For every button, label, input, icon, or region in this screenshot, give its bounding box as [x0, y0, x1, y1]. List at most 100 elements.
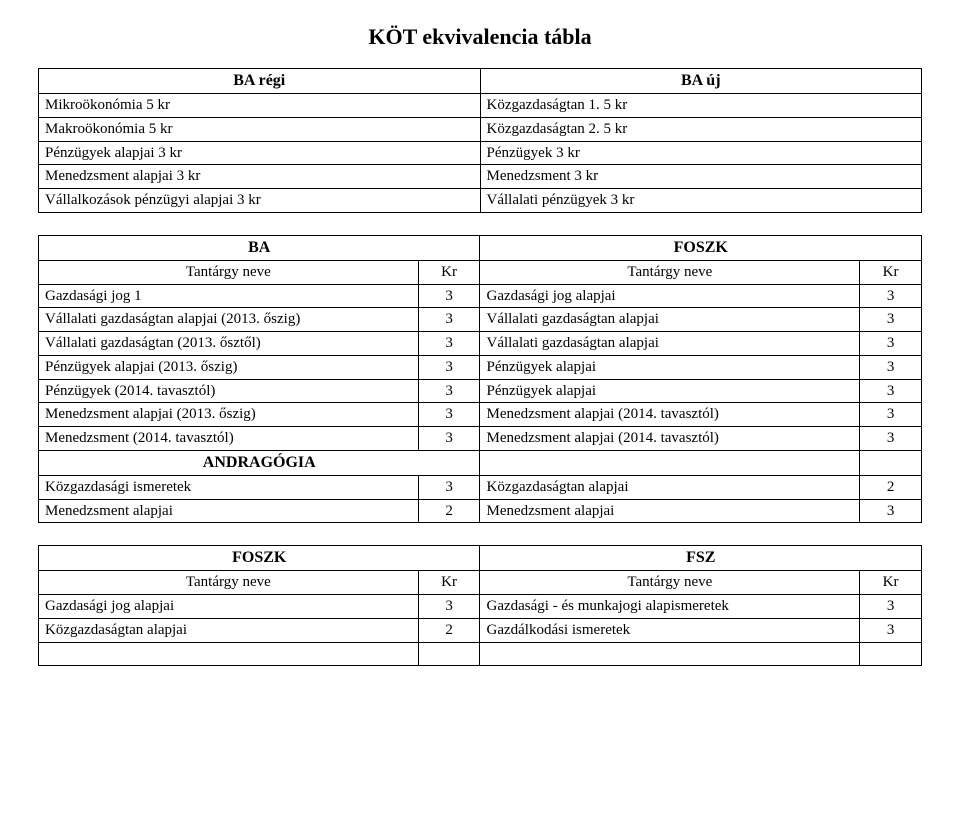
- table-ba-regi-uj: BA régi BA új Mikroökonómia 5 krKözgazda…: [38, 68, 922, 213]
- table-row: Makroökonómia 5 krKözgazdaságtan 2. 5 kr: [39, 117, 922, 141]
- cell-left-kr: 3: [418, 475, 480, 499]
- table-row: Vállalkozások pénzügyi alapjai 3 krVálla…: [39, 189, 922, 213]
- table-row: Mikroökonómia 5 krKözgazdaságtan 1. 5 kr: [39, 94, 922, 118]
- cell-left-kr: 3: [418, 403, 480, 427]
- cell-left: Menedzsment alapjai 3 kr: [39, 165, 481, 189]
- col-label-kr: Kr: [418, 571, 480, 595]
- table-row: Pénzügyek alapjai 3 krPénzügyek 3 kr: [39, 141, 922, 165]
- cell-left-kr: 3: [418, 308, 480, 332]
- table-row-empty: [39, 642, 922, 666]
- table-header-row: BA FOSZK: [39, 235, 922, 260]
- cell-left-name: Menedzsment (2014. tavasztól): [39, 427, 419, 451]
- cell-left-name: Vállalati gazdaságtan (2013. ősztől): [39, 332, 419, 356]
- cell-right-name: Gazdálkodási ismeretek: [480, 618, 860, 642]
- cell-right-name: Menedzsment alapjai: [480, 499, 860, 523]
- cell-left-kr: 3: [418, 595, 480, 619]
- cell-left: Makroökonómia 5 kr: [39, 117, 481, 141]
- table-row: Vállalati gazdaságtan alapjai (2013. ősz…: [39, 308, 922, 332]
- andragogia-label: ANDRAGÓGIA: [39, 450, 480, 475]
- cell-left-name: Közgazdaságtan alapjai: [39, 618, 419, 642]
- cell-right-kr: 3: [860, 403, 922, 427]
- cell-left: Vállalkozások pénzügyi alapjai 3 kr: [39, 189, 481, 213]
- empty-cell: [860, 642, 922, 666]
- cell-left-name: Pénzügyek (2014. tavasztól): [39, 379, 419, 403]
- col-header-right: FSZ: [480, 546, 922, 571]
- table-row: Menedzsment (2014. tavasztól)3Menedzsmen…: [39, 427, 922, 451]
- andragogia-row: ANDRAGÓGIA: [39, 450, 922, 475]
- cell-left-name: Vállalati gazdaságtan alapjai (2013. ősz…: [39, 308, 419, 332]
- table-row: Gazdasági jog 13Gazdasági jog alapjai3: [39, 284, 922, 308]
- cell-left-name: Közgazdasági ismeretek: [39, 475, 419, 499]
- col-label-kr: Kr: [860, 260, 922, 284]
- cell-right-name: Pénzügyek alapjai: [480, 355, 860, 379]
- col-header-right: BA új: [480, 69, 922, 94]
- cell-right-kr: 3: [860, 332, 922, 356]
- table-ba-foszk: BA FOSZK Tantárgy neve Kr Tantárgy neve …: [38, 235, 922, 524]
- cell-right-kr: 3: [860, 595, 922, 619]
- cell-right-kr: 3: [860, 379, 922, 403]
- table-subheader-row: Tantárgy neve Kr Tantárgy neve Kr: [39, 260, 922, 284]
- col-label-name: Tantárgy neve: [480, 260, 860, 284]
- cell-right-kr: 3: [860, 499, 922, 523]
- cell-left-name: Gazdasági jog alapjai: [39, 595, 419, 619]
- col-header-right: FOSZK: [480, 235, 922, 260]
- cell-left-kr: 3: [418, 427, 480, 451]
- cell-right: Menedzsment 3 kr: [480, 165, 922, 189]
- table-row: Közgazdasági ismeretek3Közgazdaságtan al…: [39, 475, 922, 499]
- cell-left-name: Menedzsment alapjai (2013. őszig): [39, 403, 419, 427]
- cell-right: Közgazdaságtan 2. 5 kr: [480, 117, 922, 141]
- table-row: Menedzsment alapjai2Menedzsment alapjai3: [39, 499, 922, 523]
- cell-left-kr: 3: [418, 284, 480, 308]
- cell-left-kr: 3: [418, 379, 480, 403]
- empty-cell: [480, 450, 860, 475]
- col-header-left: BA: [39, 235, 480, 260]
- col-header-left: BA régi: [39, 69, 481, 94]
- cell-right-name: Vállalati gazdaságtan alapjai: [480, 332, 860, 356]
- table-row: Menedzsment alapjai 3 krMenedzsment 3 kr: [39, 165, 922, 189]
- col-label-name: Tantárgy neve: [480, 571, 860, 595]
- cell-right-name: Menedzsment alapjai (2014. tavasztól): [480, 403, 860, 427]
- table-row: Gazdasági jog alapjai3Gazdasági - és mun…: [39, 595, 922, 619]
- cell-left-name: Menedzsment alapjai: [39, 499, 419, 523]
- cell-right-kr: 3: [860, 618, 922, 642]
- col-label-kr: Kr: [418, 260, 480, 284]
- table-row: Pénzügyek alapjai (2013. őszig)3Pénzügye…: [39, 355, 922, 379]
- cell-right: Vállalati pénzügyek 3 kr: [480, 189, 922, 213]
- table-row: Vállalati gazdaságtan (2013. ősztől)3Vál…: [39, 332, 922, 356]
- cell-right-kr: 2: [860, 475, 922, 499]
- table-row: Pénzügyek (2014. tavasztól)3Pénzügyek al…: [39, 379, 922, 403]
- empty-cell: [418, 642, 480, 666]
- cell-right-kr: 3: [860, 355, 922, 379]
- cell-right: Pénzügyek 3 kr: [480, 141, 922, 165]
- cell-right-name: Vállalati gazdaságtan alapjai: [480, 308, 860, 332]
- col-label-kr: Kr: [860, 571, 922, 595]
- cell-right-kr: 3: [860, 308, 922, 332]
- cell-left-name: Pénzügyek alapjai (2013. őszig): [39, 355, 419, 379]
- empty-cell: [480, 642, 860, 666]
- cell-left-kr: 2: [418, 618, 480, 642]
- cell-right-kr: 3: [860, 427, 922, 451]
- table-header-row: BA régi BA új: [39, 69, 922, 94]
- page-title: KÖT ekvivalencia tábla: [38, 24, 922, 50]
- table-row: Közgazdaságtan alapjai2Gazdálkodási isme…: [39, 618, 922, 642]
- cell-right: Közgazdaságtan 1. 5 kr: [480, 94, 922, 118]
- cell-left-kr: 2: [418, 499, 480, 523]
- cell-left-kr: 3: [418, 355, 480, 379]
- col-label-name: Tantárgy neve: [39, 260, 419, 284]
- cell-right-name: Menedzsment alapjai (2014. tavasztól): [480, 427, 860, 451]
- table-subheader-row: Tantárgy neve Kr Tantárgy neve Kr: [39, 571, 922, 595]
- table-row: Menedzsment alapjai (2013. őszig)3Menedz…: [39, 403, 922, 427]
- cell-right-name: Közgazdaságtan alapjai: [480, 475, 860, 499]
- cell-right-name: Gazdasági - és munkajogi alapismeretek: [480, 595, 860, 619]
- cell-left: Pénzügyek alapjai 3 kr: [39, 141, 481, 165]
- table-foszk-fsz: FOSZK FSZ Tantárgy neve Kr Tantárgy neve…: [38, 545, 922, 666]
- table-header-row: FOSZK FSZ: [39, 546, 922, 571]
- cell-right-name: Pénzügyek alapjai: [480, 379, 860, 403]
- cell-left: Mikroökonómia 5 kr: [39, 94, 481, 118]
- cell-right-kr: 3: [860, 284, 922, 308]
- cell-left-kr: 3: [418, 332, 480, 356]
- empty-cell: [860, 450, 922, 475]
- cell-right-name: Gazdasági jog alapjai: [480, 284, 860, 308]
- col-label-name: Tantárgy neve: [39, 571, 419, 595]
- cell-left-name: Gazdasági jog 1: [39, 284, 419, 308]
